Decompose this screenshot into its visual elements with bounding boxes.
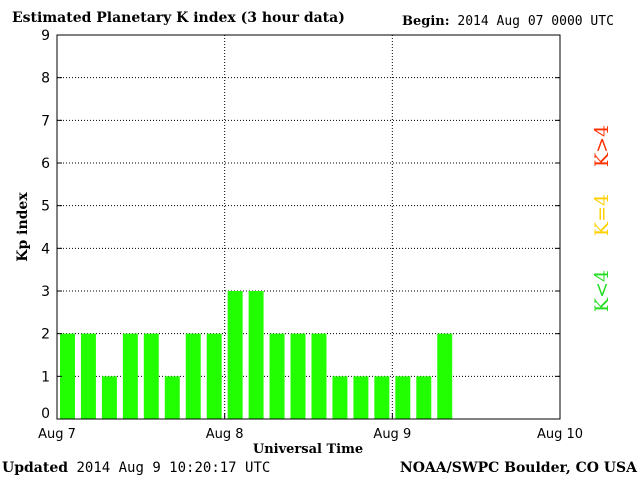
- legend-item: K>4: [591, 125, 613, 167]
- y-tick-label: 8: [41, 71, 50, 87]
- y-tick-label: 6: [41, 156, 50, 172]
- kp-bar: [353, 376, 369, 419]
- kp-bar: [437, 333, 453, 419]
- kp-bar: [290, 333, 306, 419]
- kp-bar: [101, 376, 117, 419]
- grid-lines: [57, 35, 560, 419]
- kp-bar: [60, 333, 75, 419]
- x-tick-label: Aug 8: [206, 427, 244, 442]
- updated-label: Updated: [2, 460, 69, 476]
- kp-bar: [311, 333, 327, 419]
- y-tick-label: 3: [41, 284, 50, 300]
- kp-bar: [248, 291, 264, 419]
- y-tick-label: 1: [41, 369, 50, 385]
- begin-label: Begin:: [402, 14, 450, 29]
- plot-frame: [56, 34, 561, 420]
- kp-bar: [185, 333, 201, 419]
- kp-bar: [269, 333, 285, 419]
- legend-item: K=4: [591, 194, 613, 236]
- begin-value: 2014 Aug 07 0000 UTC: [457, 14, 614, 29]
- kp-bar: [206, 333, 222, 419]
- kp-bar: [227, 291, 243, 419]
- y-tick-label: 7: [41, 113, 50, 129]
- x-tick-label: Aug 7: [38, 427, 76, 442]
- chart-title: Estimated Planetary K index (3 hour data…: [12, 10, 345, 26]
- x-tick-label: Aug 10: [537, 427, 583, 442]
- y-tick-label: 9: [41, 28, 50, 44]
- kp-bar: [416, 376, 432, 419]
- kp-bar: [80, 333, 96, 419]
- x-tick-label: Aug 9: [373, 427, 411, 442]
- updated-time: Updated 2014 Aug 9 10:20:17 UTC: [2, 460, 270, 476]
- bars: [60, 291, 453, 419]
- y-tick-label: 0: [41, 406, 50, 422]
- legend-item: K<4: [591, 270, 613, 312]
- y-axis-label: Kp index: [15, 192, 31, 262]
- x-ticks: Aug 7 Aug 8 Aug 9 Aug 10: [38, 413, 583, 442]
- kp-bar: [374, 376, 390, 419]
- kp-bar: [164, 376, 180, 419]
- kp-bar: [143, 333, 159, 419]
- y-ticks: 0 1 2 3 4 5 6 7 8 9: [41, 28, 560, 422]
- kp-bar: [395, 376, 411, 419]
- begin-time: Begin: 2014 Aug 07 0000 UTC: [402, 14, 614, 29]
- y-tick-label: 4: [41, 241, 50, 257]
- y-tick-label: 2: [41, 327, 50, 343]
- x-axis-label: Universal Time: [253, 442, 363, 457]
- kp-bar: [332, 376, 348, 419]
- organization: NOAA/SWPC Boulder, CO USA: [399, 460, 637, 476]
- y-tick-label: 5: [41, 199, 50, 215]
- legend: K>4 K=4 K<4: [591, 125, 613, 312]
- updated-value: 2014 Aug 9 10:20:17 UTC: [76, 460, 271, 476]
- kp-bar: [122, 333, 138, 419]
